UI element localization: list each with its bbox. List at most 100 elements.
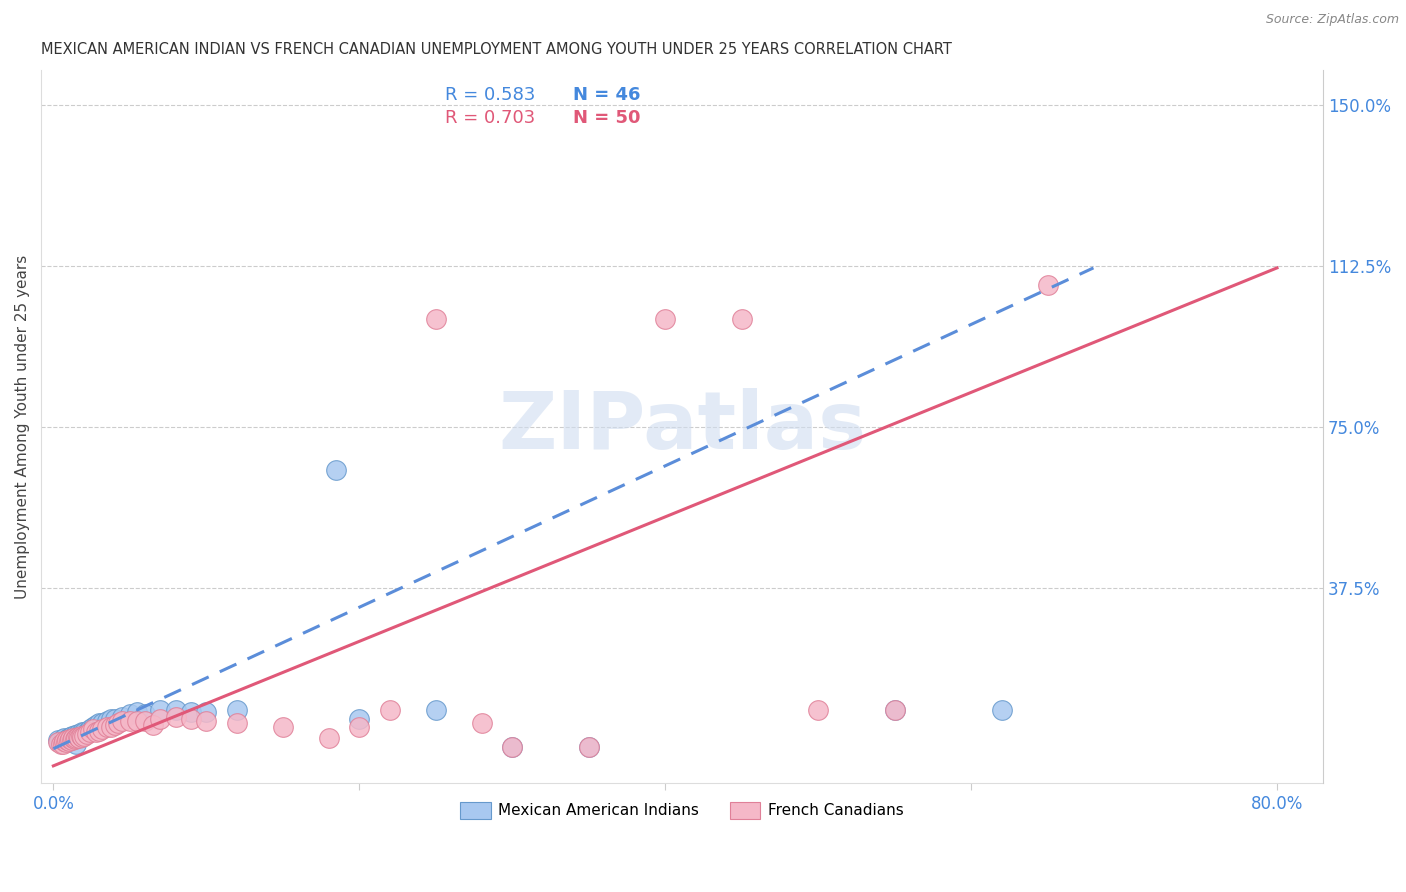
Point (195, 705, 218, 719)
Point (165, 703, 187, 717)
Point (111, 714, 134, 728)
Point (225, 715, 247, 730)
Text: R = 0.703: R = 0.703 (444, 109, 536, 128)
Point (103, 718, 125, 732)
Point (654, 312, 676, 326)
Point (76, 727, 98, 741)
Point (883, 703, 905, 717)
Point (318, 731, 340, 745)
Legend: Mexican American Indians, French Canadians: Mexican American Indians, French Canadia… (454, 796, 910, 825)
Point (72, 724, 94, 739)
Point (96, 720, 118, 734)
Point (58, 734, 80, 748)
Point (63, 728, 86, 742)
Point (349, 712, 371, 726)
Point (180, 705, 202, 719)
Point (46, 733, 69, 747)
Point (111, 709, 134, 723)
Text: Source: ZipAtlas.com: Source: ZipAtlas.com (1265, 13, 1399, 27)
Point (60, 733, 83, 747)
Point (60, 729, 83, 743)
Point (59, 732, 82, 747)
Point (325, 463, 347, 477)
Point (127, 705, 149, 719)
Point (84, 724, 107, 739)
Point (134, 714, 156, 728)
Point (58, 731, 80, 745)
Point (149, 712, 172, 726)
Point (70, 727, 93, 741)
Point (76, 724, 98, 739)
Point (49, 738, 72, 752)
Point (53, 731, 76, 745)
Point (425, 312, 447, 326)
Point (578, 739, 600, 754)
Point (91, 715, 114, 730)
Point (63, 732, 86, 747)
Point (578, 739, 600, 754)
Point (165, 709, 187, 723)
Point (91, 723, 114, 737)
Point (89, 723, 111, 738)
Point (96, 714, 118, 728)
Point (471, 715, 494, 730)
Point (100, 712, 122, 726)
Point (55, 735, 77, 749)
Point (55, 735, 77, 749)
Point (118, 707, 141, 722)
Point (72, 730, 94, 744)
Point (66, 727, 89, 741)
Point (65, 730, 87, 744)
Point (79, 723, 101, 737)
Point (225, 703, 247, 717)
Point (65, 738, 87, 752)
Point (730, 312, 752, 326)
Point (990, 703, 1012, 717)
Point (67, 729, 90, 743)
Point (82, 723, 104, 737)
Point (180, 712, 202, 726)
Point (378, 703, 401, 717)
Point (79, 724, 101, 739)
Point (73, 725, 96, 739)
Point (56, 733, 79, 747)
Point (48, 735, 70, 749)
Point (118, 714, 141, 728)
Point (142, 718, 165, 732)
Point (883, 703, 905, 717)
Point (807, 703, 830, 717)
Point (89, 715, 111, 730)
Point (53, 734, 76, 748)
Point (58, 734, 80, 748)
Point (59, 730, 82, 744)
Text: MEXICAN AMERICAN INDIAN VS FRENCH CANADIAN UNEMPLOYMENT AMONG YOUTH UNDER 25 YEA: MEXICAN AMERICAN INDIAN VS FRENCH CANADI… (41, 42, 952, 57)
Text: N = 46: N = 46 (574, 87, 641, 104)
Point (100, 720, 122, 734)
Point (127, 714, 149, 728)
Point (195, 714, 218, 728)
Point (66, 730, 89, 744)
Point (51, 737, 73, 751)
Text: ZIPatlas: ZIPatlas (498, 388, 866, 466)
Point (65, 731, 87, 745)
Point (62, 731, 84, 745)
Point (56, 732, 79, 747)
Point (49, 734, 72, 748)
Point (349, 720, 371, 734)
Point (70, 729, 93, 743)
Point (51, 732, 73, 747)
Point (1036, 278, 1059, 293)
Point (149, 703, 172, 717)
Point (134, 707, 156, 722)
Y-axis label: Unemployment Among Youth under 25 years: Unemployment Among Youth under 25 years (15, 254, 30, 599)
Point (46, 735, 69, 749)
Point (67, 731, 90, 745)
Point (73, 729, 96, 743)
Point (55, 733, 77, 747)
Point (501, 739, 523, 754)
Point (84, 718, 107, 732)
Text: N = 50: N = 50 (574, 109, 641, 128)
Point (107, 715, 129, 730)
Point (103, 712, 125, 726)
Point (62, 731, 84, 745)
